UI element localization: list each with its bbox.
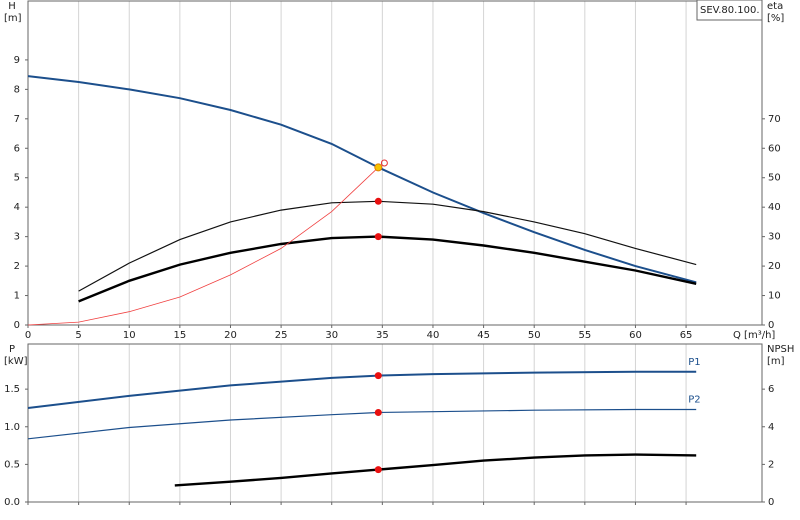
y-axis-unit: [m]	[4, 13, 22, 24]
y2-tick-label: 0	[768, 320, 774, 331]
y-tick-label: 9	[14, 55, 20, 66]
y2-tick-label: 4	[768, 422, 774, 433]
curve	[27, 370, 697, 409]
y2-tick-label: 10	[768, 291, 781, 302]
y2-axis-unit: [%]	[767, 13, 784, 24]
y-tick-label: 8	[14, 84, 20, 95]
curve	[78, 200, 697, 292]
y-tick-label: 4	[14, 202, 20, 213]
x-tick-label: 55	[578, 330, 591, 341]
y-tick-label: 2	[14, 261, 20, 272]
y-tick-label: 0.5	[4, 459, 20, 470]
x-tick-label: 35	[376, 330, 389, 341]
y-tick-label: 0	[14, 320, 20, 331]
x-tick-label: 0	[25, 330, 31, 341]
x-tick-label: 65	[680, 330, 693, 341]
y2-tick-label: 30	[768, 232, 781, 243]
y2-tick-label: 40	[768, 202, 781, 213]
y-tick-label: 6	[14, 143, 20, 154]
x-tick-label: 20	[224, 330, 237, 341]
y2-tick-label: 20	[768, 261, 781, 272]
y-axis-label: H	[8, 1, 16, 12]
y-tick-label: 3	[14, 232, 20, 243]
plot-frame	[27, 0, 763, 326]
duty-point	[374, 408, 382, 416]
y-tick-label: 5	[14, 173, 20, 184]
x-tick-label: 40	[427, 330, 440, 341]
curve	[27, 75, 697, 284]
y2-tick-label: 0	[768, 497, 774, 508]
curve	[78, 235, 697, 303]
plot-frame	[27, 343, 763, 503]
x-tick-label: 25	[275, 330, 288, 341]
series-label: P2	[688, 394, 700, 405]
y2-tick-label: 60	[768, 143, 781, 154]
duty-point	[374, 233, 382, 241]
duty-point	[374, 372, 382, 380]
x-tick-label: 45	[477, 330, 490, 341]
x-axis-label: Q [m³/h]	[733, 330, 775, 341]
x-tick-label: 15	[173, 330, 186, 341]
duty-point	[374, 466, 382, 474]
y-tick-label: 1	[14, 291, 20, 302]
curve	[27, 167, 379, 326]
x-tick-label: 50	[528, 330, 541, 341]
x-tick-label: 5	[75, 330, 81, 341]
y2-tick-label: 2	[768, 459, 774, 470]
y-tick-label: 0.0	[4, 497, 20, 508]
y2-axis-label: eta	[767, 1, 783, 12]
x-tick-label: 10	[123, 330, 136, 341]
y2-axis-label: NPSH	[767, 344, 794, 355]
curve	[174, 453, 697, 487]
x-tick-label: 60	[629, 330, 642, 341]
y-tick-label: 7	[14, 114, 20, 125]
duty-point	[374, 163, 383, 172]
y2-axis-unit: [m]	[767, 356, 785, 367]
y-tick-label: 1.5	[4, 384, 20, 395]
y2-tick-label: 50	[768, 173, 781, 184]
y2-tick-label: 6	[768, 384, 774, 395]
y-axis-label: P	[9, 344, 15, 355]
x-tick-label: 30	[325, 330, 338, 341]
y2-tick-label: 70	[768, 114, 781, 125]
id-box	[696, 0, 763, 21]
curve	[27, 408, 697, 440]
y-tick-label: 1.0	[4, 422, 20, 433]
request-point	[380, 159, 388, 167]
y-axis-unit: [kW]	[4, 356, 28, 367]
duty-point	[374, 197, 382, 205]
series-label: P1	[688, 357, 700, 368]
id-label: SEV.80.100.	[700, 5, 760, 16]
